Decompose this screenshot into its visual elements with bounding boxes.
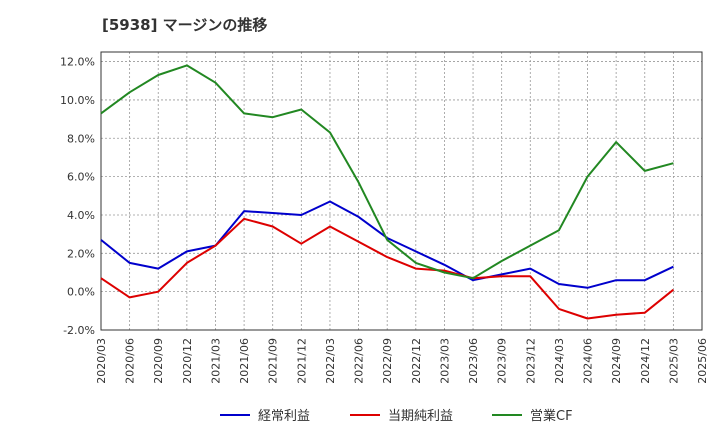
y-tick-label: 0.0% [67,286,95,299]
x-tick-label: 2022/06 [353,338,366,384]
chart-title: [5938] マージンの推移 [102,16,268,34]
x-tick-label: 2024/12 [639,338,652,384]
x-tick-label: 2021/06 [238,338,251,384]
y-tick-label: 6.0% [67,171,95,184]
legend-label-1: 経常利益 [258,409,310,424]
y-tick-label: 8.0% [67,132,95,145]
legend-label-2: 当期純利益 [388,409,453,424]
x-tick-label: 2024/03 [553,338,566,384]
x-tick-label: 2020/03 [95,338,108,384]
x-tick-label: 2023/09 [496,338,509,384]
x-tick-label: 2024/09 [610,338,623,384]
x-tick-label: 2021/12 [295,338,308,384]
x-tick-label: 2021/03 [209,338,222,384]
x-tick-label: 2023/03 [438,338,451,384]
y-tick-label: 12.0% [60,56,95,69]
x-tick-label: 2024/06 [582,338,595,384]
legend-label-3: 営業CF [530,408,573,424]
x-tick-label: 2021/09 [267,338,280,384]
x-tick-label: 2020/09 [152,338,165,384]
y-tick-label: 4.0% [67,209,95,222]
series-line-2 [100,217,675,320]
x-tick-label: 2020/12 [181,338,194,384]
x-tick-label: 2020/06 [124,338,137,384]
x-tick-label: 2025/06 [696,338,709,384]
plot-frame [100,51,703,331]
x-tick-label: 2023/06 [467,338,480,384]
y-tick-label: -2.0% [63,324,95,337]
plot-area [101,52,702,330]
x-tick-label: 2025/03 [667,338,680,384]
x-tick-label: 2022/03 [324,338,337,384]
series-line-3 [100,64,674,280]
x-tick-label: 2023/12 [524,338,537,384]
x-tick-label: 2022/09 [381,338,394,384]
y-tick-label: 2.0% [67,247,95,260]
y-tick-label: 10.0% [60,94,95,107]
x-tick-label: 2022/12 [410,338,423,384]
